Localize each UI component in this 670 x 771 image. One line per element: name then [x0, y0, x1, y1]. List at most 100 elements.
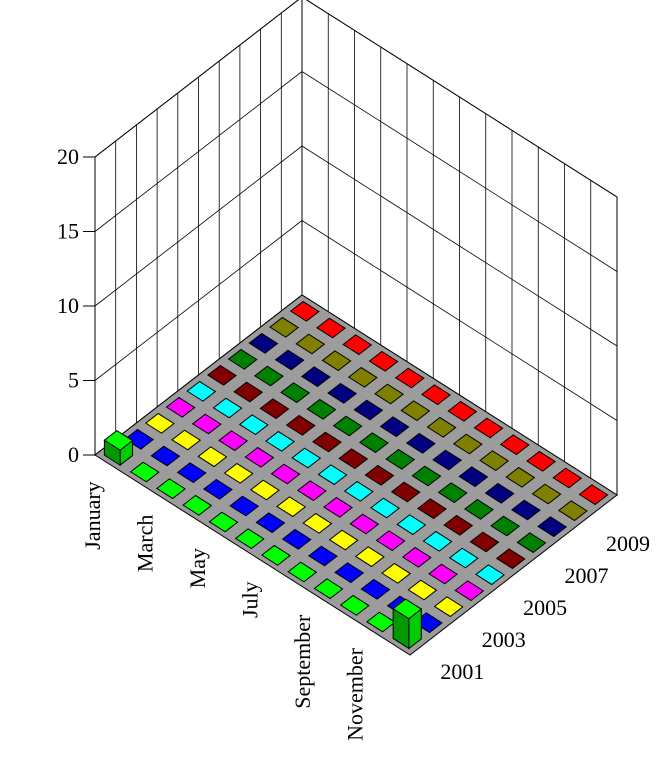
- bar-face-top: [165, 396, 196, 418]
- bar-august-2007: [411, 465, 442, 487]
- bar-face-top: [144, 412, 175, 434]
- bar-face-top: [557, 500, 588, 522]
- bar-january-2005: [186, 380, 217, 402]
- bar-face-top: [280, 382, 311, 404]
- bar-january-2010: [289, 300, 320, 322]
- bar-december-2003: [433, 596, 464, 618]
- bar-november-2003: [407, 579, 438, 601]
- y-tick-label: 2005: [523, 595, 567, 620]
- bar-face-top: [475, 564, 505, 586]
- bar-face-top: [289, 300, 320, 322]
- bar-january-2009: [269, 316, 300, 338]
- bar-face-top: [317, 464, 348, 486]
- bar-september-2001: [313, 578, 344, 600]
- y-tick-label: 2007: [565, 563, 609, 588]
- bar-july-2007: [385, 448, 416, 470]
- bar-face-top: [381, 562, 412, 584]
- bar-face-top: [248, 332, 279, 354]
- bar-october-2006: [443, 514, 474, 536]
- bar-face-top: [223, 462, 254, 484]
- bar-june-2006: [338, 448, 369, 470]
- bar-february-2005: [212, 397, 243, 419]
- x-tick-label: May: [185, 548, 210, 588]
- bar-march-2001: [156, 478, 186, 500]
- bar-august-2003: [328, 529, 359, 551]
- bar-march-2003: [197, 446, 228, 468]
- bar-april-2010: [368, 350, 399, 372]
- bar-july-2001: [261, 544, 291, 566]
- bar-face-top: [499, 434, 530, 456]
- bar-february-2007: [253, 365, 284, 387]
- bar-april-2009: [347, 366, 378, 388]
- z-tick-label: 5: [68, 368, 79, 393]
- bar-face-top: [321, 350, 352, 372]
- bar-june-2005: [317, 464, 348, 486]
- bar-february-2003: [171, 429, 202, 451]
- bar-july-2003: [302, 512, 333, 534]
- bar-august-2008: [432, 449, 463, 471]
- bar-august-2005: [370, 497, 400, 519]
- bar-face-top: [281, 528, 312, 550]
- bar-face-top: [295, 333, 326, 355]
- bar-face-top: [374, 383, 405, 405]
- bar-face-top: [428, 563, 459, 585]
- bar-face-top: [186, 380, 217, 402]
- bar-november-2006: [469, 531, 500, 553]
- bar-face-top: [244, 446, 275, 468]
- bar-april-2008: [327, 382, 358, 404]
- bar-february-2008: [274, 349, 305, 371]
- bar-may-2005: [291, 447, 322, 469]
- bar-april-2003: [223, 462, 254, 484]
- bar-october-2004: [401, 546, 432, 568]
- bar-face-top: [233, 381, 264, 403]
- bar-face-top: [347, 366, 378, 388]
- bar-april-2007: [306, 398, 337, 420]
- bar-face-top: [338, 448, 369, 470]
- bar-june-2003: [276, 496, 307, 518]
- bar-may-2004: [270, 463, 301, 485]
- bar-september-2009: [479, 450, 510, 472]
- bar-april-2004: [244, 446, 275, 468]
- bar-face-top: [176, 462, 207, 484]
- bar-may-2002: [229, 495, 260, 517]
- bar-face-top: [432, 449, 463, 471]
- bar-december-2001: [392, 598, 423, 650]
- bar-face-top: [253, 365, 284, 387]
- bar-august-2001: [287, 561, 318, 583]
- bar-face-top: [495, 548, 526, 570]
- bar-april-2001: [182, 494, 213, 516]
- bar-face-top: [537, 516, 568, 538]
- bar-face-top: [358, 432, 389, 454]
- bar-october-2008: [484, 482, 515, 504]
- bar-face-top: [234, 528, 265, 550]
- bar-may-2007: [332, 415, 363, 437]
- bar-face-top: [411, 465, 442, 487]
- bar-face-top: [150, 445, 181, 467]
- bar-face-top: [307, 545, 338, 567]
- bar-september-2007: [437, 482, 468, 504]
- bar-august-2004: [349, 513, 380, 535]
- bar-face-top: [349, 513, 380, 535]
- bar-face-top: [339, 594, 370, 616]
- bar-april-2002: [202, 478, 233, 500]
- bar-face-top: [323, 496, 354, 518]
- bar-january-2006: [207, 364, 237, 386]
- bar-july-2004: [323, 496, 354, 518]
- bar-october-2009: [505, 466, 536, 488]
- bar-face-top: [479, 450, 510, 472]
- bar-march-2002: [176, 462, 207, 484]
- bar-november-2005: [448, 547, 479, 569]
- chart-walls: [83, 0, 618, 496]
- bar-face-top: [396, 514, 427, 536]
- bar-september-2002: [334, 562, 365, 584]
- bar-face-top: [306, 398, 337, 420]
- bar-january-2008: [248, 332, 279, 354]
- y-tick-label: 2009: [606, 531, 650, 556]
- bar-june-2009: [400, 400, 431, 422]
- bar-face-top: [238, 414, 269, 436]
- bar-face-top: [469, 531, 500, 553]
- bar-face-top: [392, 598, 423, 620]
- chart-bars: [103, 300, 609, 650]
- chart-floor-plane: [94, 294, 618, 656]
- bar-march-2005: [238, 414, 269, 436]
